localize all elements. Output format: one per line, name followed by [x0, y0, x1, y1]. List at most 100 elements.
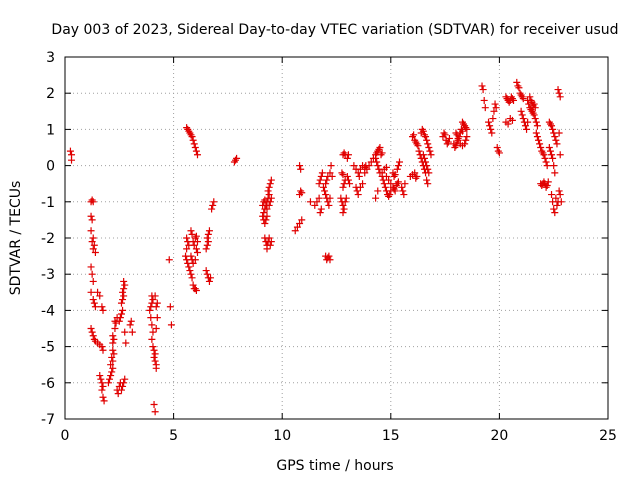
data-point: [541, 154, 549, 162]
data-point: [99, 346, 107, 354]
data-point: [382, 163, 390, 171]
y-axis-label: SDTVAR / TECUs: [8, 181, 24, 296]
data-point: [120, 379, 128, 387]
data-point: [316, 209, 324, 217]
data-point: [87, 227, 95, 235]
data-point: [504, 120, 512, 128]
data-point: [385, 176, 393, 184]
data-point: [205, 277, 213, 285]
data-point: [109, 332, 117, 340]
data-point: [410, 131, 418, 139]
data-point: [479, 86, 487, 94]
x-tick-label: 20: [490, 428, 508, 444]
data-point: [322, 180, 330, 188]
data-point: [298, 216, 306, 224]
data-point: [422, 133, 430, 141]
data-point: [462, 136, 470, 144]
data-point: [315, 194, 323, 202]
data-point: [339, 171, 347, 179]
data-point: [426, 147, 434, 155]
data-point: [297, 187, 305, 195]
data-point: [106, 375, 114, 383]
x-tick-label: 10: [273, 428, 291, 444]
data-point: [119, 306, 127, 314]
data-point: [265, 201, 273, 209]
data-point: [550, 162, 558, 170]
data-point: [533, 122, 541, 130]
data-point: [151, 350, 159, 358]
data-point: [551, 133, 559, 141]
data-point: [114, 390, 122, 398]
data-point: [188, 230, 196, 238]
data-point: [378, 149, 386, 157]
data-point: [391, 187, 399, 195]
data-point: [98, 379, 106, 387]
data-point: [550, 205, 558, 213]
data-point: [519, 115, 527, 123]
data-point: [556, 191, 564, 199]
data-point: [356, 165, 364, 173]
data-point: [344, 176, 352, 184]
data-point: [202, 267, 210, 275]
data-point: [424, 140, 432, 148]
data-point: [463, 133, 471, 141]
data-point: [151, 408, 159, 416]
data-point: [91, 248, 99, 256]
data-point: [490, 107, 498, 115]
data-point: [556, 151, 564, 159]
data-point: [121, 281, 129, 289]
data-point: [376, 144, 384, 151]
data-point: [89, 245, 97, 253]
data-point: [380, 180, 388, 188]
data-point: [463, 125, 471, 133]
data-point: [553, 201, 561, 209]
axis-ticks: 0 5 10 15 20 25 -7 -6 -5 -4 -3 -2 -1 0 1 2 3: [41, 50, 617, 444]
data-point: [552, 136, 560, 144]
data-point: [104, 379, 112, 387]
data-point: [260, 209, 268, 217]
data-point: [203, 270, 211, 278]
data-point: [152, 303, 160, 311]
data-point: [90, 299, 98, 307]
data-point: [536, 140, 544, 148]
data-point: [532, 118, 540, 126]
data-point: [424, 165, 432, 173]
data-point: [263, 205, 271, 213]
data-point: [187, 270, 195, 278]
data-point: [296, 220, 304, 228]
data-point: [382, 172, 390, 180]
data-point: [89, 296, 97, 304]
data-point: [544, 178, 552, 186]
data-point: [148, 321, 156, 329]
data-point: [267, 176, 275, 184]
chart-title: Day 003 of 2023, Sidereal Day-to-day VTE…: [51, 22, 618, 38]
data-point: [261, 220, 269, 228]
data-point: [394, 162, 402, 170]
data-point: [518, 111, 526, 119]
data-point: [543, 182, 551, 190]
data-point: [548, 122, 556, 130]
data-point: [204, 238, 212, 246]
data-point: [532, 129, 540, 137]
data-point: [393, 165, 401, 173]
data-point: [521, 122, 529, 130]
data-point: [346, 180, 354, 188]
data-point: [265, 191, 273, 199]
data-point: [422, 158, 430, 166]
y-tick-label: 0: [46, 159, 55, 175]
data-point: [98, 386, 106, 394]
data-point: [208, 205, 216, 213]
data-point: [452, 142, 460, 150]
data-point: [425, 169, 433, 177]
plot-frame: [64, 56, 609, 420]
data-point: [90, 335, 98, 343]
data-point: [306, 198, 314, 206]
data-point: [344, 151, 352, 159]
data-point: [374, 187, 382, 195]
data-point: [390, 172, 398, 180]
data-point: [187, 252, 195, 260]
data-point: [444, 138, 452, 146]
data-point: [533, 133, 541, 141]
data-point: [540, 151, 548, 159]
